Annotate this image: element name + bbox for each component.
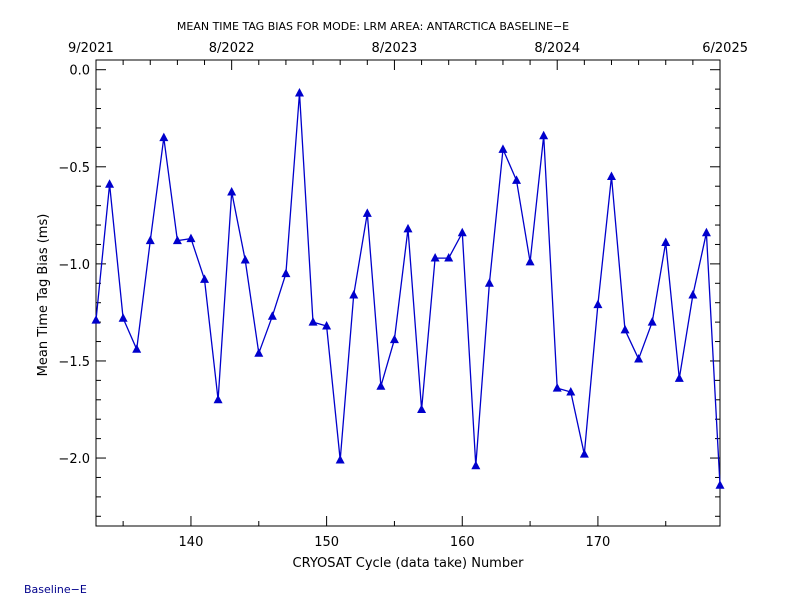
data-point-marker [91,315,101,324]
data-point-marker [498,144,508,153]
y-tick-label: −1.5 [58,355,90,370]
data-point-marker [213,394,223,404]
y-tick-label: −0.5 [58,161,90,176]
data-point-marker [444,253,454,262]
data-point-marker [457,227,467,237]
x-tick-label: 170 [585,535,610,550]
data-point-marker [200,274,210,283]
data-point-marker [159,132,169,142]
data-point-marker [593,299,603,309]
data-point-marker [349,289,359,299]
data-point-marker [240,254,250,264]
top-date-label: 8/2023 [372,41,418,56]
data-point-marker [417,404,427,413]
data-point-marker [322,321,332,330]
data-point-marker [647,317,657,326]
baseline-footer-label: Baseline−E [24,583,87,596]
data-point-marker [172,235,182,245]
tick-labels: 140 150 160 170 9/2021 8/2022 8/2023 8/2024 6/20… [58,41,748,550]
data-point-marker [186,233,196,243]
data-point-marker [227,187,237,196]
data-point-marker [145,235,155,245]
data-point-marker [579,449,589,458]
data-point-marker [471,460,481,470]
data-point-marker [661,237,671,247]
data-point-marker [620,324,630,334]
plot-frame [95,59,721,527]
data-point-marker [403,223,413,233]
y-tick-label: −2.0 [58,452,90,467]
top-date-label: 8/2024 [534,41,580,56]
data-point-marker [525,256,535,266]
data-point-marker [566,387,576,396]
data-point-marker [335,454,345,464]
x-tick-label: 150 [314,535,339,550]
data-point-marker [634,354,644,363]
x-axis-label: CRYOSAT Cycle (data take) Number [293,556,525,571]
data-point-marker [294,88,304,97]
data-point-marker [362,208,372,217]
data-point-marker [132,344,142,353]
x-tick-label: 160 [450,535,475,550]
data-point-marker [484,278,494,287]
data-point-marker [512,175,522,184]
top-date-label: 9/2021 [68,41,114,56]
data-point-marker [376,381,386,390]
axis-ticks [95,60,721,526]
top-date-label: 8/2022 [209,41,255,56]
data-point-marker [118,313,128,322]
y-axis-label: Mean Time Tag Bias (ms) [36,214,51,377]
data-point-marker [715,480,725,489]
data-point-marker [430,253,440,262]
data-point-marker [539,130,549,140]
x-tick-label: 140 [179,535,204,550]
data-point-marker [552,383,562,392]
data-point-marker [389,334,399,344]
top-date-label: 6/2025 [702,41,748,56]
y-tick-label: −1.0 [58,258,90,273]
data-point-marker [606,171,616,180]
data-point-marker [105,179,115,188]
series-line [95,92,721,486]
data-point-marker [267,311,277,320]
data-point-marker [281,268,291,278]
data-point-marker [688,289,698,299]
data-point-marker [254,348,264,357]
y-tick-label: 0.0 [69,64,90,79]
series-layer [91,88,725,489]
data-point-marker [674,373,684,382]
data-point-marker [308,317,318,326]
chart-title: MEAN TIME TAG BIAS FOR MODE: LRM AREA: A… [177,20,569,33]
data-point-marker [701,227,711,237]
